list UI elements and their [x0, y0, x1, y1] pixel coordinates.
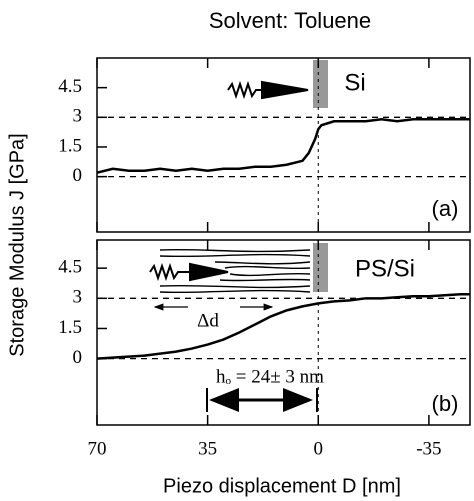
- y-tick-label: 4.5: [58, 257, 82, 278]
- annotation: (b): [432, 391, 459, 416]
- decoration: [149, 80, 311, 294]
- plot-frame: [96, 239, 471, 426]
- y-tick-label: 1.5: [58, 317, 82, 338]
- plot-frame: [96, 57, 471, 233]
- data-line: [96, 293, 470, 360]
- y-axis-label: Storage Modulus J [GPa]: [6, 133, 28, 356]
- y-tick-label: 4.5: [58, 76, 82, 97]
- y-tick-label: 1.5: [58, 135, 82, 156]
- x-tick-label: -35: [416, 438, 441, 459]
- annotation: Si: [344, 69, 365, 96]
- substrate: [313, 243, 328, 292]
- chart-title: Solvent: Toluene: [209, 8, 371, 33]
- x-axis-label: Piezo displacement D [nm]: [163, 475, 401, 497]
- annotation: PS/Si: [355, 255, 415, 282]
- y-tick-label: 0: [73, 347, 83, 368]
- substrate: [313, 60, 328, 108]
- annotation: hₒ = 24± 3 nm: [216, 366, 324, 387]
- y-tick-label: 3: [73, 287, 83, 308]
- x-tick-label: 0: [314, 438, 324, 459]
- data-line: [96, 118, 470, 174]
- annotation: Δd: [197, 310, 219, 331]
- y-tick-label: 3: [73, 106, 83, 127]
- y-tick-label: 0: [73, 165, 83, 186]
- x-tick-label: 35: [198, 438, 217, 459]
- annotation: (a): [432, 196, 459, 221]
- x-tick-label: 70: [88, 438, 107, 459]
